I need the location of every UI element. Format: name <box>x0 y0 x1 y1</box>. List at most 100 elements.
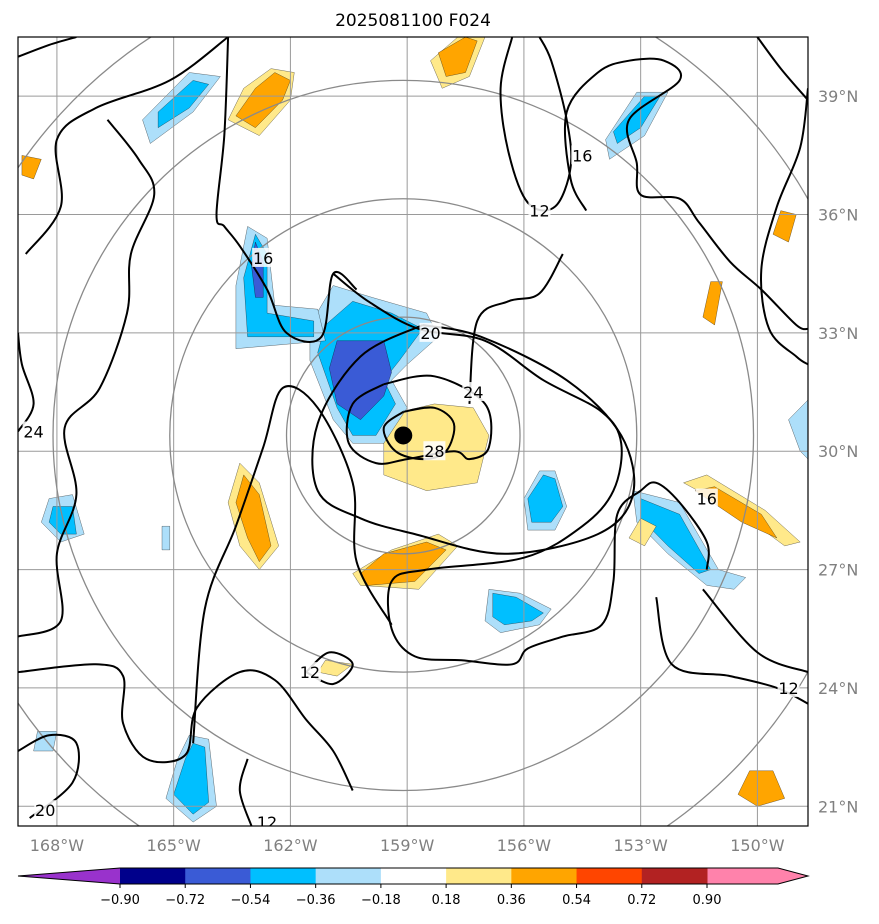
chart-title: 2025081100 F024 <box>335 11 491 31</box>
contour-label-bg <box>695 488 718 508</box>
map-area: 24 28 20 16 16 12 24 16 12 12 20 12 <box>17 36 809 832</box>
contour-label: 28 <box>424 442 444 461</box>
contour-label: 12 <box>300 663 320 682</box>
shaded-region <box>437 37 478 77</box>
contour-label: 12 <box>257 813 277 832</box>
contour-label: 12 <box>778 679 798 698</box>
map-frame <box>17 36 809 827</box>
contour-label: 12 <box>529 202 549 221</box>
gridlines <box>18 37 808 826</box>
contour-line-12 <box>499 37 573 212</box>
contour-line-16 <box>468 253 564 404</box>
latitude-label: 21°N <box>818 797 858 816</box>
contour-label-bg <box>528 200 551 220</box>
colorbar: −0.90 −0.72 −0.54 −0.36 −0.18 0.18 0.36 0.54 0.7… <box>17 867 810 908</box>
latitude-tick-labels: 39°N 36°N 33°N 30°N 27°N 24°N 21°N <box>818 87 858 816</box>
shaded-region <box>235 474 272 563</box>
latitude-label: 36°N <box>818 206 858 225</box>
longitude-label: 150°W <box>730 836 785 855</box>
latitude-label: 33°N <box>818 324 858 343</box>
contour-label-bg <box>22 421 45 441</box>
shaded-region <box>527 474 564 523</box>
contour-line-20 <box>18 733 80 819</box>
contour-line-12 <box>238 758 253 826</box>
contour-label: 24 <box>23 423 43 442</box>
contour-line-20 <box>756 37 808 101</box>
colorbar-tick-label: −0.90 <box>100 893 140 908</box>
colorbar-tick-label: −0.36 <box>296 893 336 908</box>
longitude-label: 168°W <box>30 836 85 855</box>
latitude-label: 24°N <box>818 679 858 698</box>
contour-label-bg <box>252 247 275 267</box>
contour-line-12 <box>760 88 808 366</box>
colorbar-extend-high <box>707 868 808 884</box>
contour-line-16 <box>215 37 358 343</box>
contour-line-16 <box>332 272 710 666</box>
colorbar-tick-label: −0.18 <box>361 893 401 908</box>
contour-label-bg <box>777 677 800 697</box>
contour-label-bg <box>462 382 485 402</box>
latitude-label: 30°N <box>818 442 858 461</box>
contour-line-24 <box>18 37 77 58</box>
shaded-region <box>737 770 786 807</box>
longitude-label: 159°W <box>380 836 435 855</box>
longitude-label: 165°W <box>146 836 201 855</box>
shaded-region <box>21 155 42 180</box>
shaded-region <box>173 742 209 815</box>
storm-center-marker <box>394 426 413 445</box>
contour-label: 16 <box>572 146 592 165</box>
contour-label-bg <box>34 800 57 820</box>
contour-line-20 <box>311 324 636 555</box>
range-ring <box>285 316 521 555</box>
contour-line-12 <box>305 651 354 686</box>
range-ring <box>169 198 638 673</box>
shaded-region <box>772 210 797 243</box>
colorbar-segment <box>511 868 578 884</box>
range-ring <box>52 79 755 792</box>
colorbar-tick-label: −0.72 <box>165 893 205 908</box>
colorbar-segment <box>185 868 251 884</box>
colorbar-tick-label: 0.72 <box>627 893 656 908</box>
colorbar-tick-label: −0.54 <box>231 893 271 908</box>
colorbar-segment <box>641 868 708 884</box>
colorbar-segment <box>576 868 643 884</box>
contour-label-bg <box>419 322 442 342</box>
contour-label-bg <box>571 145 594 165</box>
longitude-tick-labels: 168°W 165°W 162°W 159°W 156°W 153°W 150°W <box>30 836 785 855</box>
storm-center-dot <box>394 426 413 445</box>
colorbar-segment <box>380 868 447 884</box>
contour-label: 16 <box>697 490 717 509</box>
shaded-region <box>788 399 808 460</box>
contour-lines <box>18 37 808 826</box>
contour-label: 20 <box>420 324 440 343</box>
longitude-label: 162°W <box>263 836 318 855</box>
colorbar-segment <box>315 868 382 884</box>
contour-line-16 <box>192 385 393 744</box>
colorbar-tick-label: 0.90 <box>693 893 722 908</box>
shaded-region <box>329 340 392 421</box>
shaded-region <box>161 525 171 551</box>
contour-label-bg <box>256 812 279 826</box>
contour-label: 16 <box>253 249 273 268</box>
colorbar-tick-label: 0.54 <box>562 893 591 908</box>
latitude-label: 39°N <box>818 87 858 106</box>
contour-line-12 <box>702 588 808 674</box>
contour-labels: 24 28 20 16 16 12 24 16 12 12 20 12 <box>22 145 800 832</box>
contour-line-24 <box>18 332 35 433</box>
colorbar-extend-low <box>18 868 120 884</box>
colorbar-segment <box>120 868 186 884</box>
longitude-label: 153°W <box>613 836 668 855</box>
colorbar-segment <box>446 868 512 884</box>
range-rings <box>18 37 808 826</box>
shaded-region <box>628 517 657 547</box>
colorbar-tick-label: 0.18 <box>432 893 461 908</box>
contour-label-bg <box>298 662 321 682</box>
contour-line-20 <box>24 37 229 255</box>
latitude-label: 27°N <box>818 561 858 580</box>
longitude-label: 156°W <box>497 836 552 855</box>
contour-label-bg <box>423 441 446 461</box>
contour-label: 24 <box>463 383 483 402</box>
contour-line-16 <box>18 663 354 791</box>
colorbar-tick-label: 0.36 <box>497 893 526 908</box>
